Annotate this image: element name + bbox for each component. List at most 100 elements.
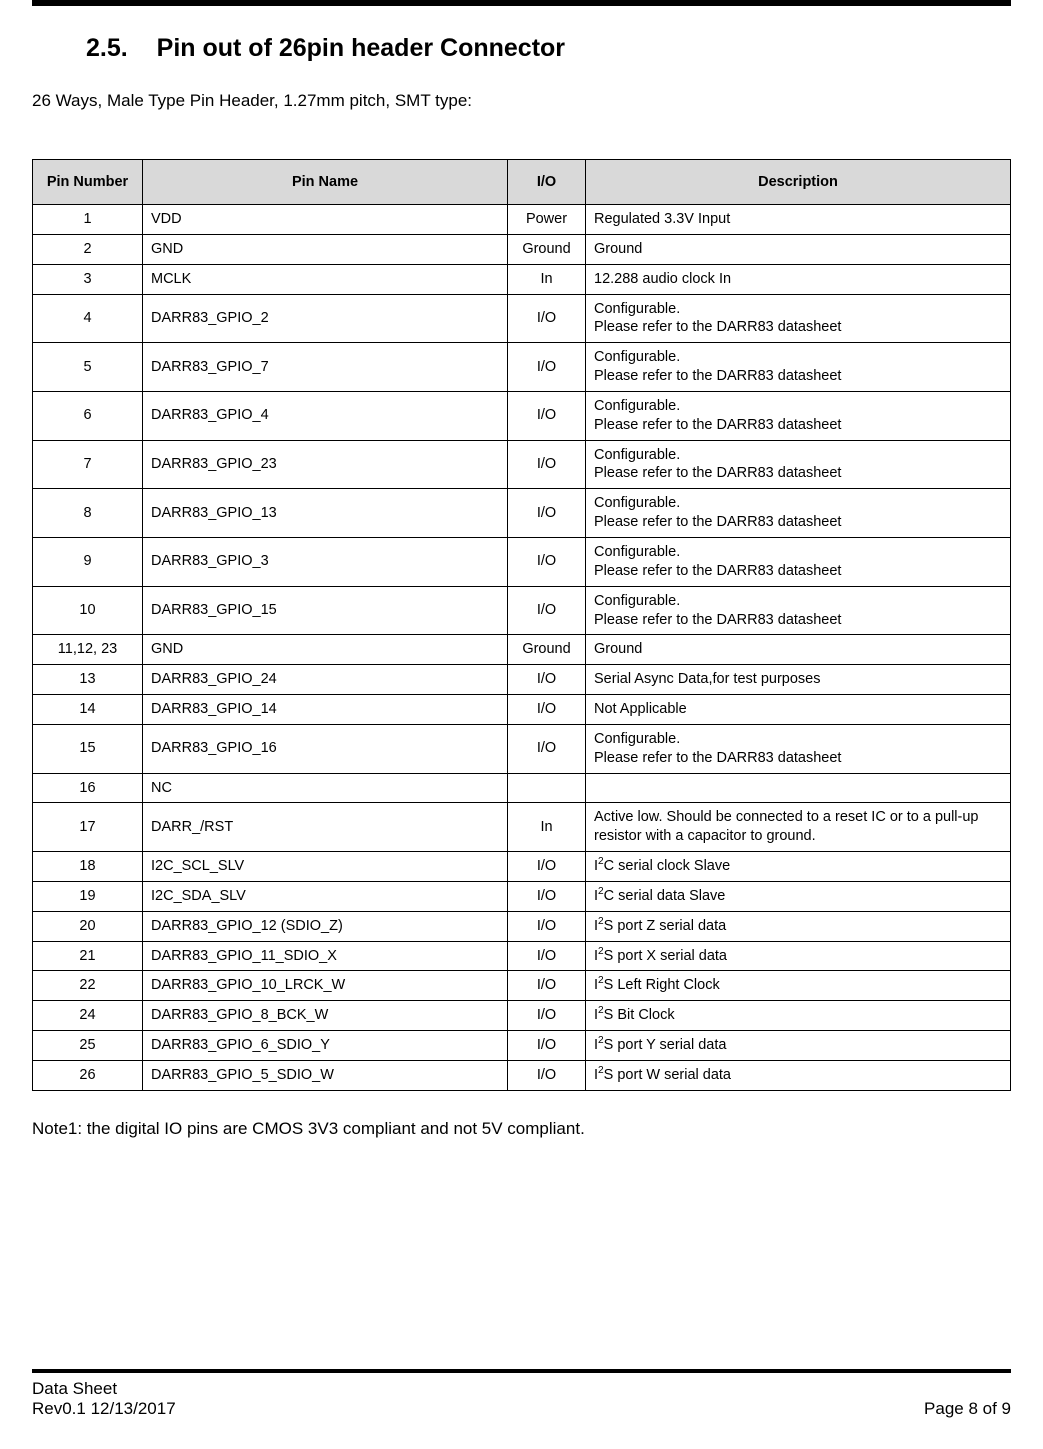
cell-description: Ground bbox=[586, 635, 1011, 665]
cell-io: I/O bbox=[508, 294, 586, 343]
cell-io: I/O bbox=[508, 586, 586, 635]
cell-pin-number: 9 bbox=[33, 537, 143, 586]
cell-pin-name: DARR_/RST bbox=[143, 803, 508, 852]
cell-description: Configurable.Please refer to the DARR83 … bbox=[586, 440, 1011, 489]
table-row: 26DARR83_GPIO_5_SDIO_WI/OI2S port W seri… bbox=[33, 1061, 1011, 1091]
table-row: 22DARR83_GPIO_10_LRCK_WI/OI2S Left Right… bbox=[33, 971, 1011, 1001]
table-row: 14DARR83_GPIO_14I/ONot Applicable bbox=[33, 695, 1011, 725]
table-row: 9DARR83_GPIO_3I/OConfigurable.Please ref… bbox=[33, 537, 1011, 586]
footer-line1: Data Sheet bbox=[32, 1379, 1011, 1399]
cell-pin-number: 22 bbox=[33, 971, 143, 1001]
cell-description: Configurable.Please refer to the DARR83 … bbox=[586, 294, 1011, 343]
cell-pin-number: 3 bbox=[33, 264, 143, 294]
cell-description: I2C serial data Slave bbox=[586, 881, 1011, 911]
cell-description: Regulated 3.3V Input bbox=[586, 205, 1011, 235]
cell-io: Ground bbox=[508, 635, 586, 665]
table-row: 4DARR83_GPIO_2I/OConfigurable.Please ref… bbox=[33, 294, 1011, 343]
cell-pin-name: DARR83_GPIO_11_SDIO_X bbox=[143, 941, 508, 971]
table-header-row: Pin Number Pin Name I/O Description bbox=[33, 160, 1011, 205]
cell-io: I/O bbox=[508, 665, 586, 695]
cell-io: I/O bbox=[508, 1001, 586, 1031]
intro-text: 26 Ways, Male Type Pin Header, 1.27mm pi… bbox=[32, 91, 1011, 111]
cell-pin-number: 13 bbox=[33, 665, 143, 695]
cell-io: I/O bbox=[508, 724, 586, 773]
cell-description: I2S Left Right Clock bbox=[586, 971, 1011, 1001]
section-number: 2.5. bbox=[86, 34, 128, 62]
cell-description: 12.288 audio clock In bbox=[586, 264, 1011, 294]
cell-io: I/O bbox=[508, 941, 586, 971]
cell-pin-number: 26 bbox=[33, 1061, 143, 1091]
th-pin-number: Pin Number bbox=[33, 160, 143, 205]
table-row: 10DARR83_GPIO_15I/OConfigurable.Please r… bbox=[33, 586, 1011, 635]
footer-page: Page 8 of 9 bbox=[924, 1399, 1011, 1419]
table-row: 2GNDGroundGround bbox=[33, 234, 1011, 264]
footer-line2: Rev0.1 12/13/2017 Page 8 of 9 bbox=[32, 1399, 1011, 1419]
cell-pin-number: 4 bbox=[33, 294, 143, 343]
cell-pin-name: NC bbox=[143, 773, 508, 803]
cell-pin-number: 8 bbox=[33, 489, 143, 538]
table-row: 8DARR83_GPIO_13I/OConfigurable.Please re… bbox=[33, 489, 1011, 538]
cell-pin-name: DARR83_GPIO_5_SDIO_W bbox=[143, 1061, 508, 1091]
cell-pin-name: DARR83_GPIO_12 (SDIO_Z) bbox=[143, 911, 508, 941]
cell-pin-name: DARR83_GPIO_15 bbox=[143, 586, 508, 635]
table-row: 20DARR83_GPIO_12 (SDIO_Z)I/OI2S port Z s… bbox=[33, 911, 1011, 941]
th-description: Description bbox=[586, 160, 1011, 205]
cell-io: Power bbox=[508, 205, 586, 235]
cell-pin-name: DARR83_GPIO_3 bbox=[143, 537, 508, 586]
table-row: 19I2C_SDA_SLVI/OI2C serial data Slave bbox=[33, 881, 1011, 911]
cell-description: I2S port W serial data bbox=[586, 1061, 1011, 1091]
cell-description: I2S port Y serial data bbox=[586, 1031, 1011, 1061]
cell-description: Configurable.Please refer to the DARR83 … bbox=[586, 489, 1011, 538]
cell-pin-number: 14 bbox=[33, 695, 143, 725]
table-row: 18I2C_SCL_SLVI/OI2C serial clock Slave bbox=[33, 852, 1011, 882]
cell-pin-number: 16 bbox=[33, 773, 143, 803]
cell-io: I/O bbox=[508, 1031, 586, 1061]
top-rule bbox=[32, 0, 1011, 6]
cell-io: I/O bbox=[508, 537, 586, 586]
table-row: 16NC bbox=[33, 773, 1011, 803]
cell-pin-number: 19 bbox=[33, 881, 143, 911]
cell-pin-name: DARR83_GPIO_14 bbox=[143, 695, 508, 725]
cell-pin-number: 10 bbox=[33, 586, 143, 635]
cell-description: I2S port Z serial data bbox=[586, 911, 1011, 941]
cell-pin-number: 25 bbox=[33, 1031, 143, 1061]
cell-io: I/O bbox=[508, 343, 586, 392]
cell-description: I2C serial clock Slave bbox=[586, 852, 1011, 882]
cell-pin-number: 18 bbox=[33, 852, 143, 882]
cell-description: Configurable.Please refer to the DARR83 … bbox=[586, 343, 1011, 392]
cell-description: Serial Async Data,for test purposes bbox=[586, 665, 1011, 695]
table-row: 13DARR83_GPIO_24I/OSerial Async Data,for… bbox=[33, 665, 1011, 695]
cell-pin-name: DARR83_GPIO_7 bbox=[143, 343, 508, 392]
cell-pin-number: 21 bbox=[33, 941, 143, 971]
cell-io: I/O bbox=[508, 971, 586, 1001]
cell-pin-number: 7 bbox=[33, 440, 143, 489]
cell-io: I/O bbox=[508, 695, 586, 725]
cell-description: Ground bbox=[586, 234, 1011, 264]
cell-pin-name: GND bbox=[143, 234, 508, 264]
cell-pin-number: 20 bbox=[33, 911, 143, 941]
table-row: 25DARR83_GPIO_6_SDIO_YI/OI2S port Y seri… bbox=[33, 1031, 1011, 1061]
cell-pin-number: 24 bbox=[33, 1001, 143, 1031]
cell-pin-number: 2 bbox=[33, 234, 143, 264]
cell-io: I/O bbox=[508, 391, 586, 440]
cell-pin-number: 5 bbox=[33, 343, 143, 392]
cell-pin-name: DARR83_GPIO_8_BCK_W bbox=[143, 1001, 508, 1031]
table-row: 5DARR83_GPIO_7I/OConfigurable.Please ref… bbox=[33, 343, 1011, 392]
cell-description: Configurable.Please refer to the DARR83 … bbox=[586, 537, 1011, 586]
cell-io: I/O bbox=[508, 1061, 586, 1091]
cell-io: I/O bbox=[508, 911, 586, 941]
cell-pin-name: VDD bbox=[143, 205, 508, 235]
page-footer: Data Sheet Rev0.1 12/13/2017 Page 8 of 9 bbox=[32, 1369, 1011, 1419]
footer-rule bbox=[32, 1369, 1011, 1373]
table-row: 3MCLKIn12.288 audio clock In bbox=[33, 264, 1011, 294]
cell-pin-number: 1 bbox=[33, 205, 143, 235]
footer-rev: Rev0.1 12/13/2017 bbox=[32, 1399, 176, 1419]
cell-description: Configurable.Please refer to the DARR83 … bbox=[586, 586, 1011, 635]
cell-pin-name: DARR83_GPIO_24 bbox=[143, 665, 508, 695]
table-row: 11,12, 23GNDGround Ground bbox=[33, 635, 1011, 665]
section-heading: 2.5. Pin out of 26pin header Connector bbox=[86, 34, 1011, 63]
cell-pin-number: 11,12, 23 bbox=[33, 635, 143, 665]
table-row: 15DARR83_GPIO_16I/OConfigurable.Please r… bbox=[33, 724, 1011, 773]
cell-pin-name: I2C_SDA_SLV bbox=[143, 881, 508, 911]
cell-io: In bbox=[508, 803, 586, 852]
